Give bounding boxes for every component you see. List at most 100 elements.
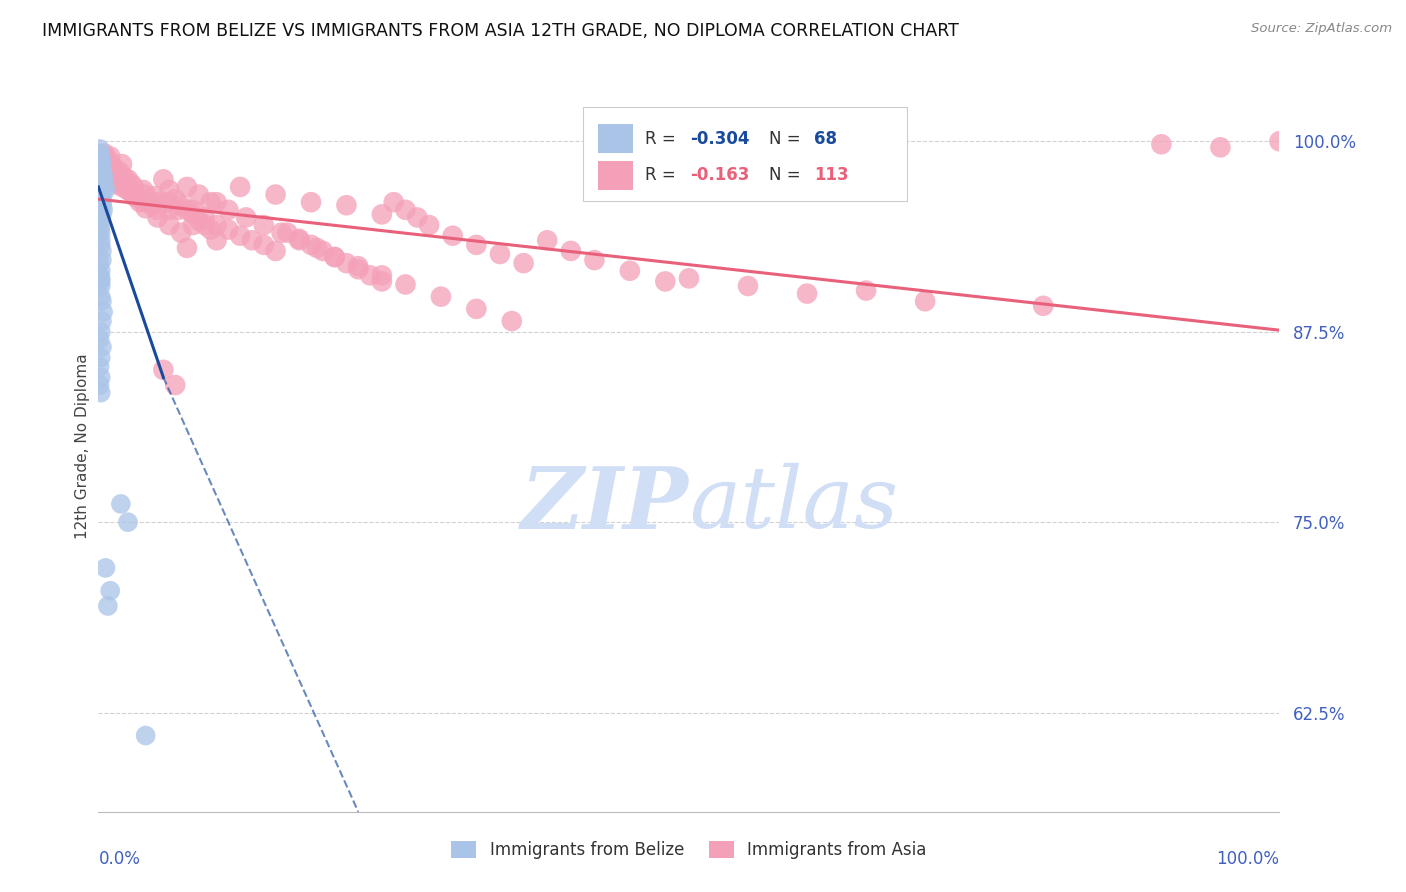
- Point: [98, 157, 121, 171]
- Point: [91, 192, 114, 206]
- Point: [111, 180, 134, 194]
- Point: [152, 172, 174, 186]
- Point: [91, 207, 114, 221]
- Point: [264, 187, 287, 202]
- Point: [89, 157, 111, 171]
- Point: [117, 183, 139, 197]
- Point: [90, 211, 112, 225]
- Point: [264, 244, 287, 258]
- Point: [128, 195, 150, 210]
- Point: [90, 279, 112, 293]
- Point: [93, 180, 115, 194]
- Text: IMMIGRANTS FROM BELIZE VS IMMIGRANTS FROM ASIA 12TH GRADE, NO DIPLOMA CORRELATIO: IMMIGRANTS FROM BELIZE VS IMMIGRANTS FRO…: [42, 22, 959, 40]
- Point: [98, 149, 121, 163]
- Point: [187, 213, 209, 227]
- Point: [560, 244, 582, 258]
- Point: [89, 222, 111, 236]
- Point: [176, 180, 198, 194]
- Point: [1150, 137, 1173, 152]
- Point: [89, 359, 111, 374]
- Point: [371, 268, 394, 283]
- Point: [335, 198, 357, 212]
- Point: [108, 165, 131, 179]
- Point: [97, 153, 120, 167]
- Point: [105, 165, 128, 179]
- Point: [323, 250, 346, 264]
- Point: [678, 271, 700, 285]
- Point: [93, 146, 115, 161]
- FancyBboxPatch shape: [598, 161, 634, 190]
- Point: [90, 264, 112, 278]
- Point: [90, 218, 112, 232]
- Point: [323, 250, 346, 264]
- Point: [91, 195, 114, 210]
- Point: [371, 275, 394, 289]
- Point: [91, 294, 114, 309]
- Point: [382, 195, 405, 210]
- Point: [90, 238, 112, 252]
- Point: [441, 228, 464, 243]
- Point: [181, 218, 204, 232]
- Point: [122, 180, 145, 194]
- Point: [299, 195, 322, 210]
- Point: [165, 192, 187, 206]
- Point: [194, 218, 217, 232]
- Point: [489, 247, 512, 261]
- Point: [200, 195, 222, 210]
- FancyBboxPatch shape: [598, 124, 634, 153]
- Point: [737, 279, 759, 293]
- Point: [1268, 134, 1291, 148]
- Point: [89, 183, 111, 197]
- Point: [89, 142, 111, 156]
- Point: [187, 187, 209, 202]
- Point: [253, 238, 276, 252]
- Point: [90, 149, 112, 163]
- Point: [359, 268, 381, 283]
- Point: [465, 301, 488, 316]
- Point: [91, 253, 114, 268]
- Point: [135, 187, 157, 202]
- Point: [121, 177, 143, 191]
- Point: [89, 172, 111, 186]
- Point: [253, 218, 276, 232]
- Point: [270, 226, 292, 240]
- Point: [512, 256, 534, 270]
- Point: [90, 172, 112, 186]
- Point: [89, 332, 111, 346]
- Point: [89, 378, 111, 392]
- Point: [89, 177, 111, 191]
- Point: [91, 340, 114, 354]
- Point: [536, 233, 558, 247]
- Point: [152, 363, 174, 377]
- Point: [90, 370, 112, 384]
- Text: Source: ZipAtlas.com: Source: ZipAtlas.com: [1251, 22, 1392, 36]
- Point: [288, 232, 311, 246]
- Point: [205, 218, 228, 232]
- Point: [157, 183, 180, 197]
- Point: [146, 195, 169, 210]
- Point: [98, 583, 121, 598]
- Point: [135, 195, 157, 210]
- Text: -0.304: -0.304: [690, 130, 749, 148]
- Text: N =: N =: [769, 167, 806, 185]
- Point: [1032, 299, 1054, 313]
- Point: [240, 233, 263, 247]
- Point: [90, 385, 112, 400]
- Point: [91, 157, 114, 171]
- Point: [181, 207, 204, 221]
- Point: [112, 170, 135, 185]
- Point: [157, 218, 180, 232]
- Point: [170, 226, 193, 240]
- Point: [418, 218, 440, 232]
- Point: [89, 195, 111, 210]
- Point: [217, 222, 239, 236]
- Point: [299, 238, 322, 252]
- Point: [91, 168, 114, 182]
- Point: [89, 213, 111, 227]
- Y-axis label: 12th Grade, No Diploma: 12th Grade, No Diploma: [75, 353, 90, 539]
- Text: R =: R =: [645, 130, 682, 148]
- Point: [90, 233, 112, 247]
- Point: [91, 314, 114, 328]
- Text: 0.0%: 0.0%: [98, 850, 141, 868]
- Point: [156, 195, 179, 210]
